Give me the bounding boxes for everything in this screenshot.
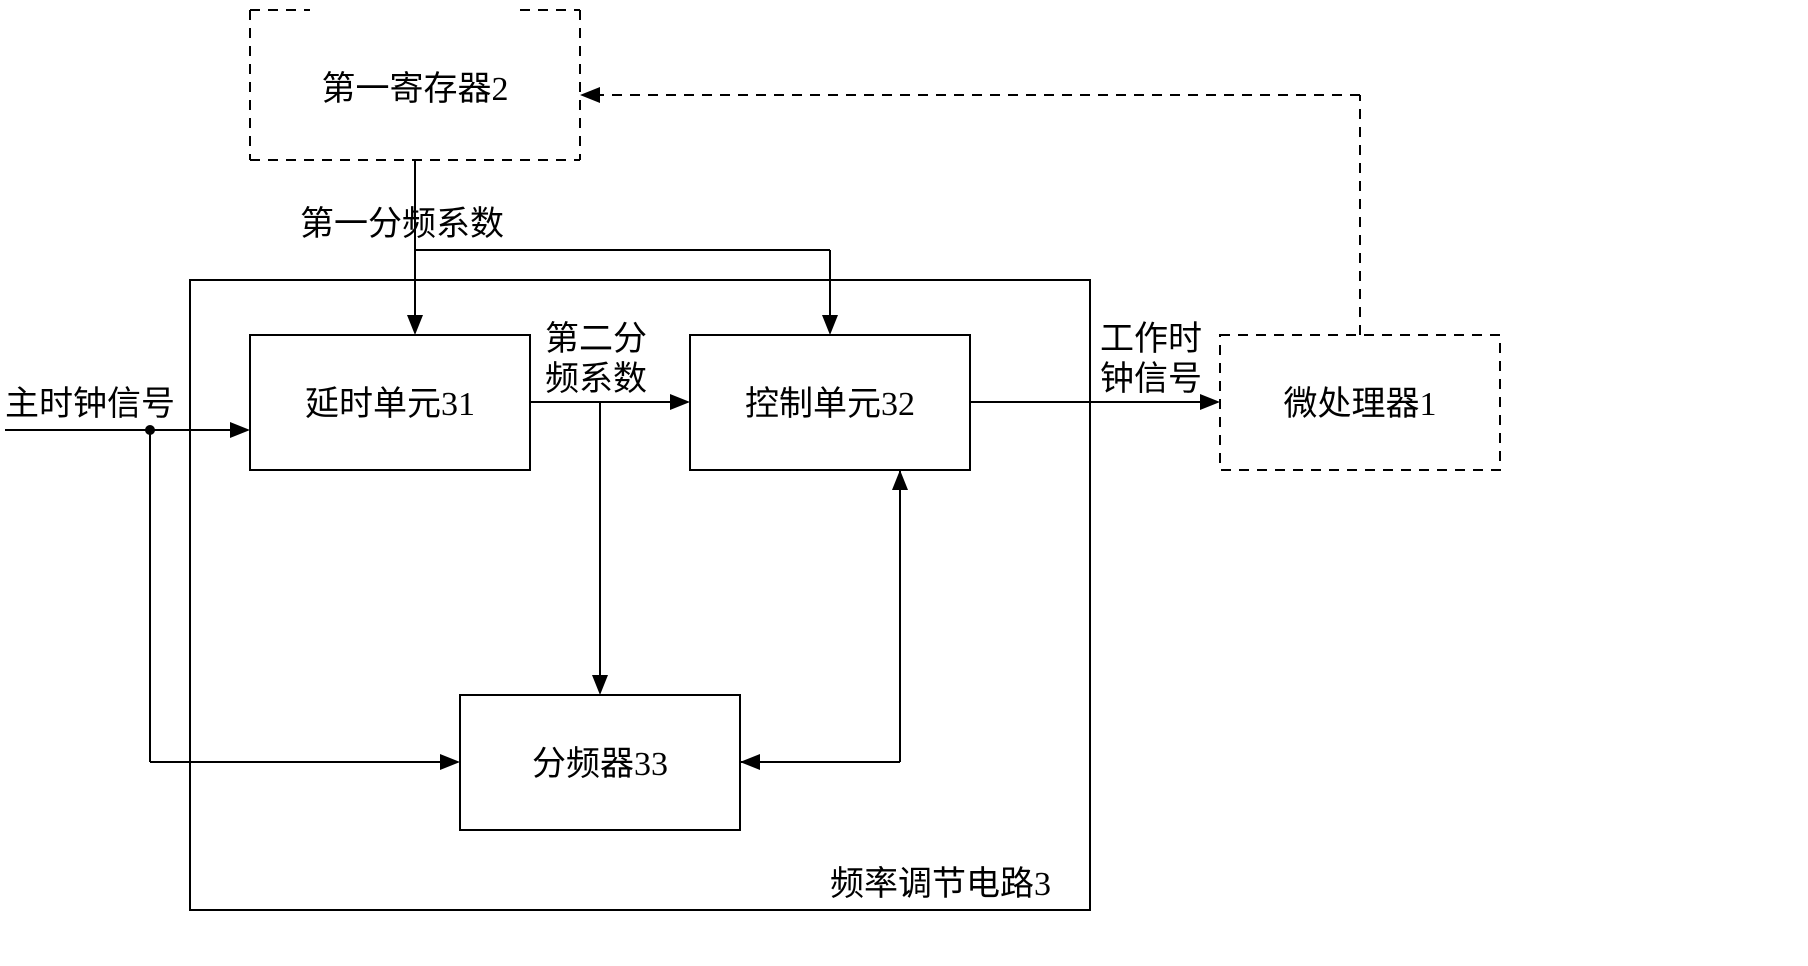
control32-label: 控制单元32: [745, 385, 915, 423]
arrow-reg-delay: [407, 315, 423, 335]
register2-label: 第一寄存器2: [322, 70, 509, 108]
coef2-label-l1: 第二分: [545, 320, 647, 358]
arrow-delay-divider: [592, 675, 608, 695]
work-label-l1: 工作时: [1100, 321, 1202, 358]
arrow-delay-ctrl: [670, 394, 690, 410]
arrow-reg-ctrl: [822, 315, 838, 335]
arrow-ctrl-to-div: [740, 754, 760, 770]
block-diagram: 频率调节电路3 第一寄存器2 延时单元31 控制单元32 分频器33 微处理器1…: [0, 0, 1808, 966]
main-clock-label: 主时钟信号: [5, 385, 175, 423]
arrow-mainclock-divider: [440, 754, 460, 770]
coef2-label-l2: 频系数: [545, 360, 647, 398]
mcu1-label: 微处理器1: [1284, 385, 1437, 423]
arrow-mainclock-delay: [230, 422, 250, 438]
delay31-label: 延时单元31: [305, 386, 475, 423]
coef1-label: 第一分频系数: [300, 205, 504, 243]
arrow-mcu-reg: [580, 87, 600, 103]
arrow-div-to-ctrl: [892, 470, 908, 490]
arrow-ctrl-mcu: [1200, 394, 1220, 410]
freq-circuit-label: 频率调节电路3: [830, 865, 1051, 903]
divider33-label: 分频器33: [532, 745, 668, 783]
work-label-l2: 钟信号: [1100, 360, 1202, 398]
